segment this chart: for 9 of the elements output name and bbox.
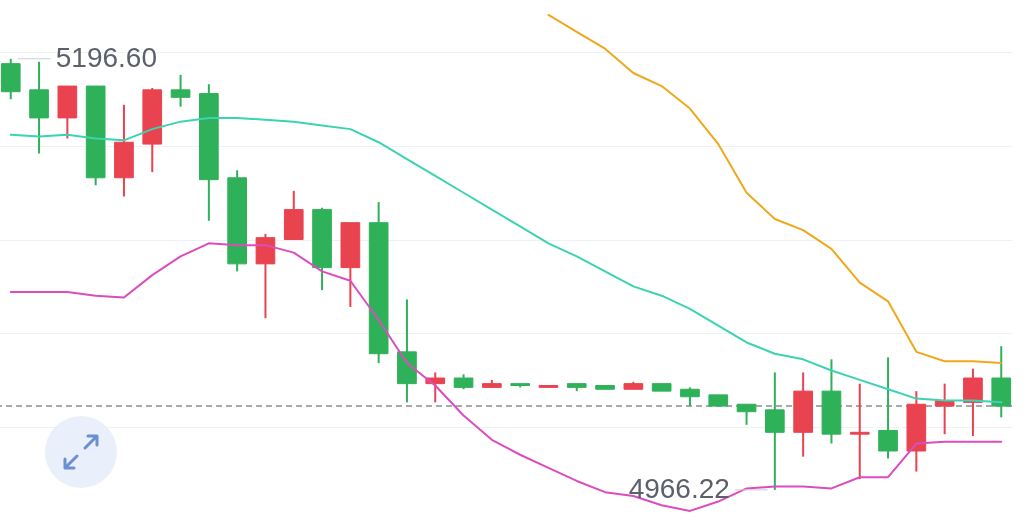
candlestick (170, 73, 191, 108)
annotation: 4966.22 (628, 472, 730, 504)
candlestick (680, 386, 700, 408)
candlestick (878, 356, 898, 460)
candlestick (736, 403, 757, 426)
annotation: 5196.60 (55, 41, 157, 73)
candlestick (765, 371, 785, 491)
candlestick (849, 382, 870, 481)
candlestick (934, 382, 955, 436)
